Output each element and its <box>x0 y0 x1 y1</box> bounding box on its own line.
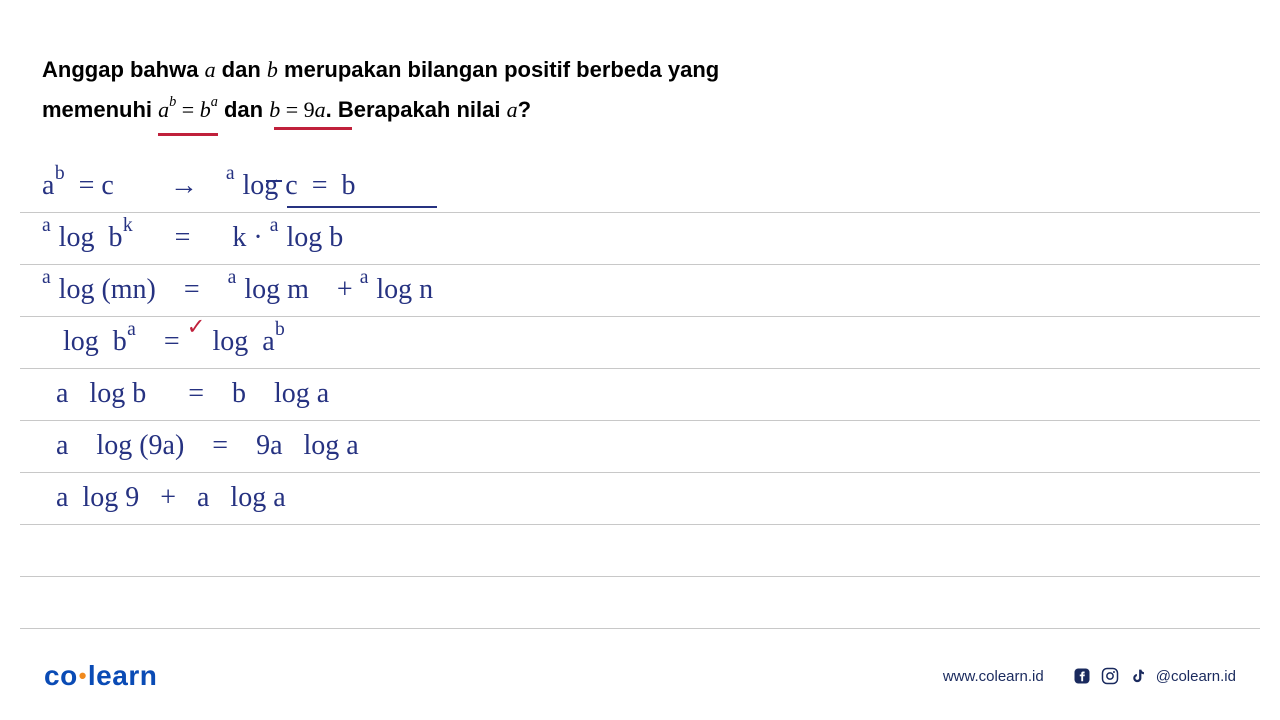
pre-superscript: a <box>270 215 279 236</box>
footer: co•learn www.colearn.id @colearn.id <box>0 650 1280 720</box>
eq-sup: a <box>211 94 218 110</box>
hand-text: a log (9a) = 9a log a <box>42 430 359 461</box>
logo-dot: • <box>78 663 88 688</box>
footer-right: www.colearn.id @colearn.id <box>943 666 1236 686</box>
eq-sup: b <box>169 94 176 110</box>
equation-2: b = 9a <box>269 90 325 130</box>
problem-statement: Anggap bahwa a dan b merupakan bilangan … <box>42 50 1222 136</box>
hand-text: = k · <box>133 222 270 253</box>
hand-text: a log 9 + a log a <box>42 482 286 513</box>
var-b: b <box>267 57 278 82</box>
text: memenuhi <box>42 97 158 122</box>
ruled-notebook-area: ab = c → a log c = ba log bk = k · a log… <box>0 160 1280 620</box>
text: Anggap bahwa <box>42 57 205 82</box>
equation-1: ab = ba <box>158 90 218 136</box>
pre-superscript: a <box>42 267 51 288</box>
instagram-icon <box>1100 666 1120 686</box>
hand-text: log (mn) = <box>52 274 228 305</box>
handwritten-line: log ba = ✓ log ab <box>42 316 1202 368</box>
hand-text: = c → <box>65 170 226 201</box>
pre-superscript: a <box>226 163 235 184</box>
hand-underline <box>287 206 437 208</box>
hand-text: a <box>42 170 54 201</box>
logo-learn: learn <box>88 660 157 691</box>
var-a: a <box>507 97 518 122</box>
handwritten-line: a log b = b log a <box>42 368 1202 420</box>
pre-superscript: a <box>360 267 369 288</box>
checkmark-icon: ✓ <box>187 314 206 339</box>
hand-text: log n <box>369 274 433 305</box>
eq-lhs: b <box>269 97 280 122</box>
website-url: www.colearn.id <box>943 668 1044 685</box>
handwritten-line: a log 9 + a log a <box>42 472 1202 524</box>
handwritten-line: a log (mn) = a log m + a log n <box>42 264 1202 316</box>
post-superscript: b <box>275 319 285 340</box>
hand-text: = <box>136 326 187 357</box>
eq-base: a <box>158 97 169 122</box>
hand-text: log b <box>52 222 123 253</box>
underline-red-2 <box>274 127 352 130</box>
eq-var: a <box>315 97 326 122</box>
handwritten-line: ab = c → a log c = b <box>42 160 1202 212</box>
social-handle: @colearn.id <box>1156 668 1236 685</box>
hand-underline <box>266 180 282 182</box>
pre-superscript: a <box>228 267 237 288</box>
hand-text: log a <box>205 326 274 357</box>
eq-op: = <box>280 97 303 122</box>
text: . Berapakah nilai <box>326 97 507 122</box>
post-superscript: a <box>127 319 136 340</box>
hand-text: log m + <box>237 274 359 305</box>
rule-line <box>20 576 1260 577</box>
tiktok-icon <box>1128 666 1148 686</box>
pre-superscript: a <box>42 215 51 236</box>
handwritten-line: a log bk = k · a log b <box>42 212 1202 264</box>
hand-text: log b <box>279 222 343 253</box>
facebook-icon <box>1072 666 1092 686</box>
problem-line-1: Anggap bahwa a dan b merupakan bilangan … <box>42 50 1222 90</box>
hand-text: log b <box>42 326 127 357</box>
text: dan <box>218 97 269 122</box>
rule-line <box>20 524 1260 525</box>
colearn-logo: co•learn <box>44 660 157 692</box>
text: ? <box>518 97 531 122</box>
var-a: a <box>205 57 216 82</box>
eq-num: 9 <box>304 97 315 122</box>
hand-text: a log b = b log a <box>42 378 329 409</box>
hand-text: log c = b <box>236 170 356 201</box>
logo-co: co <box>44 660 78 691</box>
problem-line-2: memenuhi ab = ba dan b = 9a. Berapakah n… <box>42 90 1222 136</box>
text: merupakan bilangan positif berbeda yang <box>278 57 719 82</box>
handwritten-line: a log (9a) = 9a log a <box>42 420 1202 472</box>
eq-op: = <box>176 97 199 122</box>
text: dan <box>216 57 267 82</box>
eq-base: b <box>200 97 211 122</box>
post-superscript: b <box>55 163 65 184</box>
social-group: @colearn.id <box>1072 666 1236 686</box>
post-superscript: k <box>123 215 133 236</box>
rule-line <box>20 628 1260 629</box>
